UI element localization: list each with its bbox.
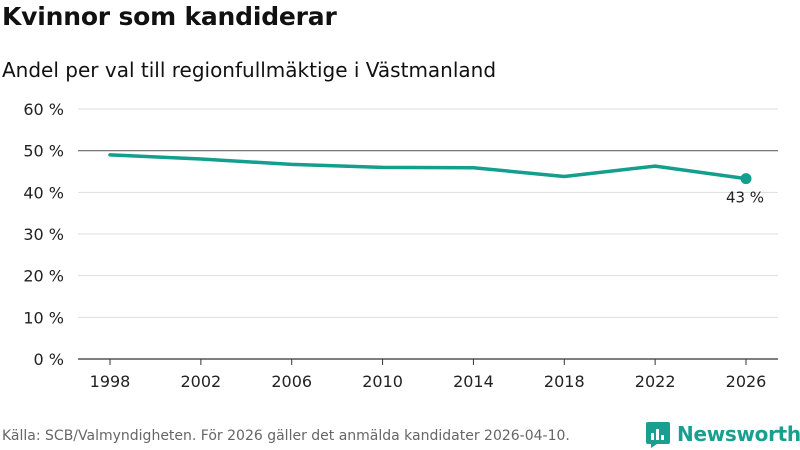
y-tick-label: 10 % [23,308,64,327]
grid-lines [78,108,778,318]
y-axis-labels: 0 % 10 % 20 % 30 % 40 % 50 % 60 % [23,100,64,369]
annotations: 43 % [726,189,764,207]
x-tick-label: 2014 [453,372,494,391]
x-tick-label: 2026 [726,372,767,391]
y-tick-label: 50 % [23,142,64,161]
brand-name: Newsworthy [677,422,800,446]
y-tick-label: 40 % [23,183,64,202]
line-chart: 0 % 10 % 20 % 30 % 40 % 50 % 60 % 1998 2002 2006… [23,100,778,391]
x-tick-label: 2018 [544,372,585,391]
brand-logo[interactable]: Newsworthy [645,419,800,449]
x-tick-label: 1998 [90,372,131,391]
x-tick-label: 2022 [635,372,676,391]
y-tick-label: 30 % [23,225,64,244]
newsworthy-logo-icon [646,422,670,448]
series-lines [108,153,748,181]
data-points [740,173,752,185]
x-tick-label: 2006 [271,372,312,391]
x-tick-label: 2002 [180,372,221,391]
series-line [108,153,748,181]
last-data-point [740,173,752,185]
y-tick-label: 0 % [34,350,64,369]
last-point-label: 43 % [726,189,764,207]
x-axis: 1998 2002 2006 2010 2014 2018 2022 2026 [78,358,778,391]
y-tick-label: 60 % [23,100,64,119]
y-tick-label: 20 % [23,267,64,286]
x-tick-label: 2010 [362,372,403,391]
source-note: Källa: SCB/Valmyndigheten. För 2026 gäll… [2,428,570,444]
chart-title: Kvinnor som kandiderar [2,2,337,31]
chart-subtitle: Andel per val till regionfullmäktige i V… [2,58,497,82]
